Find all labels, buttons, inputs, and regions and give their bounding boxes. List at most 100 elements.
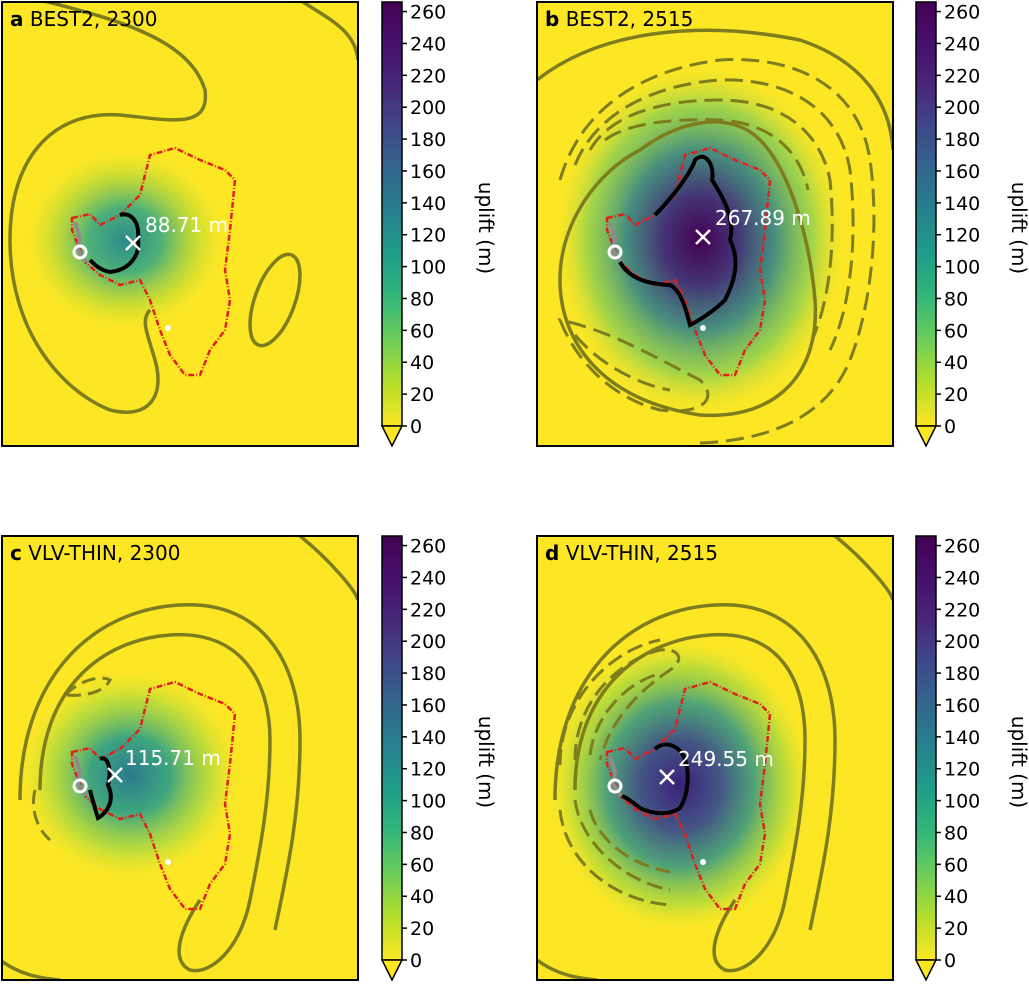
- colorbar: 0 20 40 60 80 100 120 140 160 180 200 220 240 260 upl…: [380, 535, 498, 982]
- colorbar-tick-label: 240: [944, 33, 980, 55]
- panel-d: 249.55 m d VLV-THIN, 2515 0 20 40 60 80 100 12…: [536, 535, 1029, 982]
- colorbar-tick-label: 120: [944, 759, 980, 781]
- colorbar-tick-label: 40: [944, 352, 968, 374]
- colorbar-tick-label: 100: [944, 257, 980, 279]
- colorbar-tick-label: 20: [410, 918, 434, 940]
- colorbar-tick-label: 220: [410, 599, 446, 621]
- uplift-field: [15, 665, 245, 885]
- colorbar-ticks: 0 20 40 60 80 100 120 140 160 180 200 220 240 260: [402, 536, 446, 972]
- panel-b: 267.89 m b BEST2, 2515 0 20 40 60 80 100 120 14…: [536, 1, 1029, 448]
- colorbar-tick-label: 100: [410, 257, 446, 279]
- colorbar-tick-label: 240: [410, 567, 446, 589]
- colorbar-tick-label: 80: [944, 822, 968, 844]
- colorbar-extend: [914, 425, 938, 448]
- panel-a: 88.71 m a BEST2, 2300 0 20 40 60 80 100 120 140…: [1, 1, 498, 448]
- panel-title: a BEST2, 2300: [10, 7, 157, 31]
- colorbar-tick-label: 260: [944, 2, 980, 24]
- marker-dot: [165, 859, 171, 865]
- ice-outline: [70, 146, 237, 377]
- max-label: 267.89 m: [715, 206, 811, 230]
- grey-line: [608, 755, 623, 798]
- marker-circle: [607, 244, 623, 260]
- colorbar-tick-label: 0: [410, 950, 422, 972]
- marker-dot: [165, 325, 171, 331]
- colorbar-tick-label: 200: [944, 97, 980, 119]
- colorbar-tick-label: 100: [410, 791, 446, 813]
- panel-title: c VLV-THIN, 2300: [10, 541, 180, 565]
- colorbar-ticks: 0 20 40 60 80 100 120 140 160 180 200 220 240 260: [402, 2, 446, 438]
- colorbar-extend: [914, 959, 938, 982]
- colorbar-tick-label: 180: [410, 129, 446, 151]
- colorbar-label: uplift (m): [474, 182, 498, 274]
- ice-outline: [70, 680, 237, 911]
- colorbar-tick-label: 260: [944, 536, 980, 558]
- grounding-line: [88, 756, 113, 822]
- colorbar-tick-label: 240: [410, 33, 446, 55]
- colorbar-gradient: [381, 535, 403, 961]
- colorbar: 0 20 40 60 80 100 120 140 160 180 200 220 240 260 upl…: [914, 1, 1029, 448]
- colorbar-tick-label: 160: [944, 695, 980, 717]
- panel-title: d VLV-THIN, 2515: [545, 541, 718, 565]
- grey-line: [73, 221, 88, 264]
- colorbar-tick-label: 140: [944, 727, 980, 749]
- colorbar: 0 20 40 60 80 100 120 140 160 180 200 220 240 260 upl…: [380, 1, 498, 448]
- colorbar-tick-label: 120: [410, 759, 446, 781]
- colorbar-tick-label: 60: [410, 854, 434, 876]
- colorbar-tick-label: 20: [410, 384, 434, 406]
- colorbar-tick-label: 220: [944, 65, 980, 87]
- colorbar-tick-label: 40: [944, 886, 968, 908]
- colorbar-label: uplift (m): [1007, 716, 1029, 808]
- marker-circle: [72, 778, 88, 794]
- colorbar-tick-label: 160: [410, 695, 446, 717]
- colorbar-tick-label: 180: [410, 663, 446, 685]
- colorbar-tick-label: 20: [944, 918, 968, 940]
- map-frame: [536, 535, 894, 981]
- contour-lines: [8, 2, 358, 414]
- colorbar-tick-label: 60: [944, 854, 968, 876]
- max-marker: [659, 769, 675, 785]
- colorbar-tick-label: 220: [410, 65, 446, 87]
- max-marker: [125, 235, 141, 251]
- colorbar-tick-label: 80: [944, 288, 968, 310]
- max-label: 115.71 m: [125, 746, 221, 770]
- colorbar-gradient: [915, 535, 937, 961]
- contour-lines-dashed: [32, 676, 113, 842]
- panel-title: b BEST2, 2515: [545, 7, 693, 31]
- colorbar-tick-label: 180: [944, 663, 980, 685]
- colorbar-tick-label: 140: [410, 193, 446, 215]
- grey-line: [608, 221, 623, 264]
- colorbar: 0 20 40 60 80 100 120 140 160 180 200 220 240 260 upl…: [914, 535, 1029, 982]
- marker-circle: [72, 244, 88, 260]
- grounding-line: [88, 212, 141, 275]
- colorbar-extend: [380, 425, 404, 448]
- colorbar-tick-label: 120: [944, 225, 980, 247]
- grey-line: [73, 755, 88, 798]
- colorbar-tick-label: 140: [944, 193, 980, 215]
- colorbar-tick-label: 60: [410, 320, 434, 342]
- grounding-line: [621, 742, 690, 816]
- colorbar-tick-label: 0: [410, 416, 422, 438]
- ice-outline: [605, 680, 772, 911]
- colorbar-tick-label: 260: [410, 536, 446, 558]
- uplift-field: [20, 145, 230, 335]
- colorbar-tick-label: 20: [944, 384, 968, 406]
- colorbar-tick-label: 120: [410, 225, 446, 247]
- colorbar-tick-label: 80: [410, 288, 434, 310]
- colorbar-tick-label: 200: [410, 631, 446, 653]
- marker-circle: [607, 778, 623, 794]
- colorbar-label: uplift (m): [1007, 182, 1029, 274]
- colorbar-tick-label: 0: [944, 950, 956, 972]
- colorbar-tick-label: 140: [410, 727, 446, 749]
- colorbar-tick-label: 200: [944, 631, 980, 653]
- colorbar-tick-label: 60: [944, 320, 968, 342]
- contour-lines-dashed: [557, 58, 876, 445]
- grounding-line: [618, 154, 738, 328]
- contour-lines-dashed: [558, 638, 681, 907]
- marker-dot: [700, 325, 706, 331]
- max-marker: [695, 229, 711, 245]
- colorbar-extend: [380, 959, 404, 982]
- colorbar-tick-label: 200: [410, 97, 446, 119]
- colorbar-tick-label: 180: [944, 129, 980, 151]
- map-frame: [536, 1, 894, 447]
